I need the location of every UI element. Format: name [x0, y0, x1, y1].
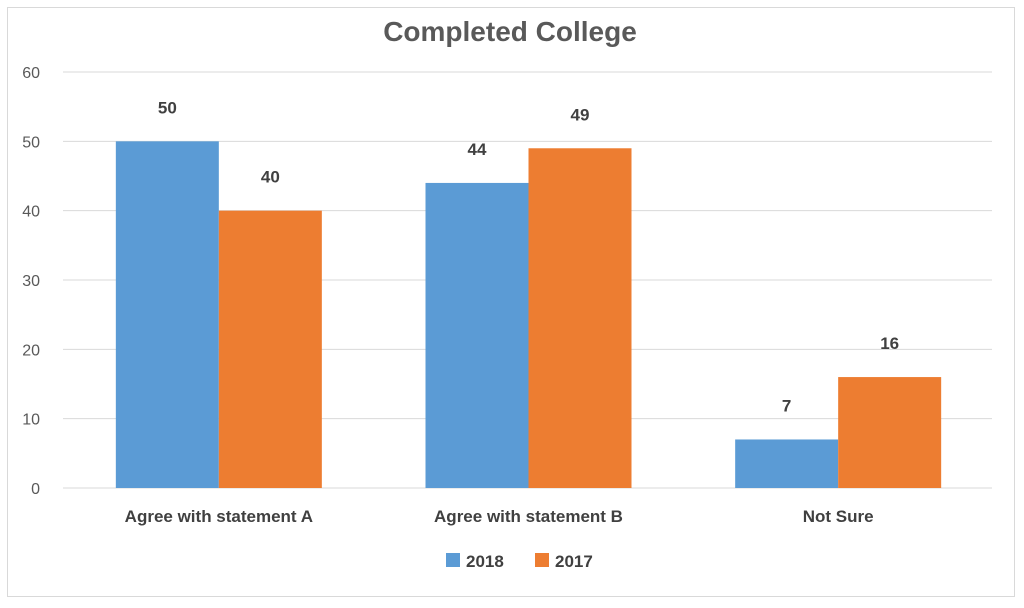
y-tick-label: 40 — [22, 204, 40, 221]
y-tick-label: 0 — [31, 481, 40, 498]
x-tick-label: Not Sure — [803, 507, 874, 526]
legend-label: 2018 — [466, 552, 504, 571]
data-label: 49 — [571, 105, 590, 124]
legend-swatch-2018 — [446, 553, 460, 567]
legend-label: 2017 — [555, 552, 593, 571]
bar-2018-0 — [115, 141, 219, 489]
bar-2017-1 — [528, 148, 632, 488]
bar-2018-2 — [735, 439, 839, 488]
legend: 2018 2017 — [446, 552, 593, 571]
x-axis-ticks: Agree with statement A Agree with stateme… — [125, 507, 874, 526]
y-axis-ticks: 0 10 20 30 40 50 60 — [22, 65, 40, 498]
data-label: 50 — [158, 98, 177, 117]
data-label: 16 — [880, 334, 899, 353]
x-tick-label: Agree with statement A — [125, 507, 313, 526]
y-tick-label: 10 — [22, 412, 40, 429]
bar-2017-0 — [218, 210, 322, 488]
y-tick-label: 60 — [22, 65, 40, 82]
bars — [115, 141, 942, 489]
x-tick-label: Agree with statement B — [434, 507, 623, 526]
y-tick-label: 20 — [22, 342, 40, 359]
legend-swatch-2017 — [535, 553, 549, 567]
data-label: 7 — [782, 396, 791, 415]
y-tick-label: 50 — [22, 134, 40, 151]
data-label: 44 — [468, 140, 487, 159]
bar-2018-1 — [425, 182, 529, 488]
data-labels: 50 40 44 49 7 16 — [158, 98, 899, 415]
bar-2017-2 — [838, 377, 942, 488]
chart-title: Completed College — [383, 16, 637, 47]
y-tick-label: 30 — [22, 273, 40, 290]
data-label: 40 — [261, 168, 280, 187]
